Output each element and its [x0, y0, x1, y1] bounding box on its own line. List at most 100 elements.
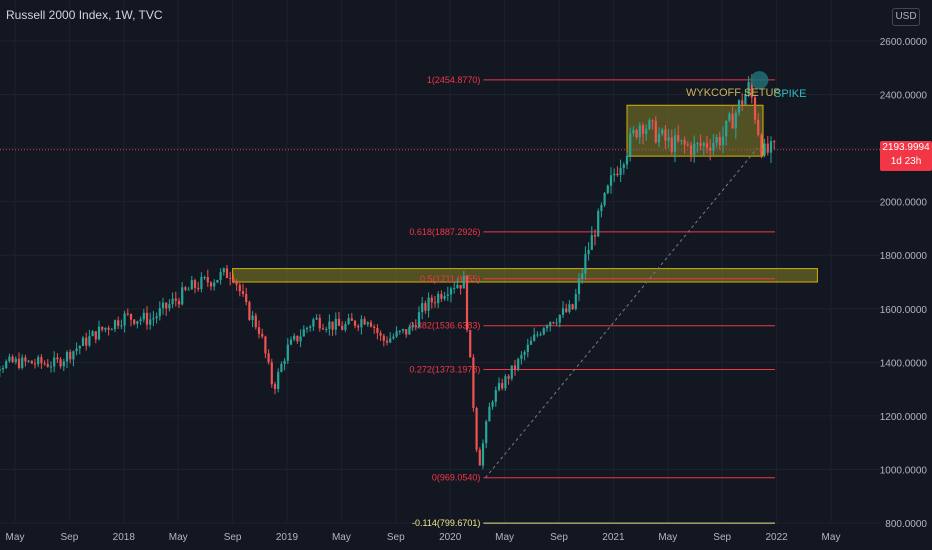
candle-body: [203, 277, 206, 279]
candle-body: [56, 357, 59, 360]
x-tick-label: Sep: [61, 532, 79, 543]
candle-body: [411, 325, 414, 327]
fib-label: 0.5(1711.9655): [420, 274, 480, 284]
candle-body: [385, 340, 389, 343]
candle-body: [379, 332, 382, 336]
candle-body: [328, 321, 331, 330]
candle-body: [357, 325, 360, 328]
candle-body: [494, 390, 497, 403]
candle-body: [78, 345, 81, 349]
candle-body: [85, 337, 88, 346]
candle-body: [753, 97, 757, 120]
candle-body: [558, 314, 561, 323]
candle-body: [609, 175, 613, 186]
candle-body: [571, 304, 574, 310]
candle-body: [734, 112, 737, 129]
candle-body: [606, 185, 609, 194]
candle-body: [133, 319, 136, 324]
y-axis[interactable]: 2600.00002400.00002200.00002000.00001800…: [880, 37, 928, 530]
candle-body: [107, 327, 110, 330]
candle-body: [552, 322, 555, 324]
y-tick-label: 1400.0000: [880, 358, 928, 369]
candle-body: [545, 326, 549, 329]
candle-body: [174, 298, 177, 301]
candle-body: [507, 376, 510, 379]
fib-levels: 1(2454.8770) 0.618(1887.2926) 0.5(1711.965…: [0, 75, 880, 528]
y-tick-label: 1600.0000: [880, 305, 928, 316]
candle-body: [766, 143, 769, 153]
x-tick-label: Sep: [550, 532, 568, 543]
candle-body: [590, 235, 593, 250]
candle-body: [235, 281, 238, 285]
candle-body: [299, 336, 302, 342]
candle-body: [369, 322, 373, 327]
candle-body: [574, 294, 577, 310]
candle-body: [373, 326, 376, 328]
candle-body: [469, 329, 472, 358]
candle-body: [741, 100, 744, 105]
candle-body: [318, 317, 321, 329]
candle-body: [456, 284, 459, 289]
fib-label: 0.272(1373.1978): [409, 365, 480, 375]
candle-body: [446, 294, 449, 297]
candle-body: [670, 137, 673, 152]
candle-body: [641, 125, 645, 134]
candle-body: [315, 317, 318, 320]
candle-body: [600, 205, 603, 212]
x-axis[interactable]: May Sep 2018 May Sep 2019 May Sep 2020 May Sep 2021…: [6, 532, 841, 543]
currency-button[interactable]: USD: [892, 8, 920, 26]
candle-body: [440, 293, 443, 299]
fib-label: 0.382(1536.6383): [409, 321, 480, 331]
candle-body: [213, 282, 216, 287]
candle-body: [72, 351, 75, 360]
candle-body: [549, 322, 552, 327]
candle-body: [145, 312, 149, 325]
candle-body: [190, 280, 193, 290]
resistance-zone: [232, 268, 818, 283]
candle-body: [680, 140, 683, 142]
candle-body: [408, 326, 411, 335]
candle-body: [424, 303, 427, 311]
candle-body: [453, 288, 456, 290]
x-tick-label: Sep: [713, 532, 731, 543]
y-tick-label: 1200.0000: [880, 412, 928, 423]
candle-body: [88, 336, 91, 346]
candle-body: [347, 318, 350, 325]
candle-body: [437, 293, 440, 304]
candle-body: [597, 211, 600, 237]
candle-body: [603, 193, 606, 206]
x-tick-label: May: [332, 532, 351, 543]
candle-body: [657, 134, 661, 143]
candle-body: [593, 235, 597, 237]
candle-body: [715, 137, 718, 143]
candle-body: [654, 120, 657, 143]
candle-body: [161, 302, 165, 309]
fib-label: -0.114(799.6701): [412, 518, 480, 528]
candle-body: [769, 141, 773, 153]
candle-body: [555, 322, 558, 324]
candle-body: [747, 81, 750, 95]
fib-label: 0(969.0540): [432, 473, 481, 483]
candle-body: [171, 298, 174, 305]
candle-body: [635, 129, 638, 138]
candle-body: [273, 384, 277, 390]
bar-countdown: 1d 23h: [890, 156, 922, 167]
candle-body: [280, 364, 283, 372]
candle-body: [305, 327, 309, 330]
candle-body: [750, 81, 753, 98]
candle-body: [427, 297, 430, 311]
candle-body: [485, 421, 488, 444]
candle-body: [709, 147, 712, 151]
candle-body: [229, 277, 232, 279]
candle-body: [488, 406, 491, 422]
y-tick-label: 2400.0000: [880, 91, 928, 102]
candle-body: [216, 280, 219, 283]
candle-body: [267, 353, 270, 363]
x-tick-label: 2018: [113, 532, 136, 543]
candle-body: [539, 334, 542, 336]
candle-body: [648, 120, 651, 129]
candle-body: [664, 129, 667, 141]
candle-body: [360, 319, 363, 328]
